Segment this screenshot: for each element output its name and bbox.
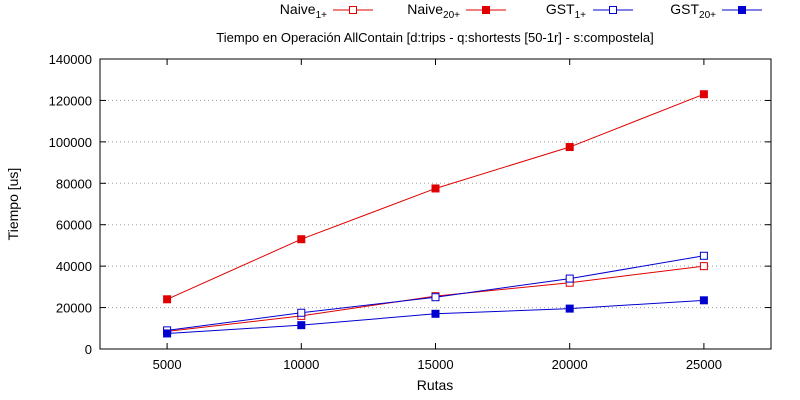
chart-title: Tiempo en Operación AllContain [d:trips …	[216, 30, 653, 45]
legend-series-name: Naive	[280, 1, 316, 17]
axis-ticks: 0 20000 40000 60000 80000 100000 120000 140000 5…	[49, 52, 771, 372]
data-point	[699, 262, 708, 271]
data-point	[699, 251, 708, 260]
legend-label: Naive20+	[407, 1, 460, 21]
y-tick-label: 140000	[49, 52, 92, 67]
legend-entry: GST20+	[670, 1, 762, 21]
data-point	[431, 293, 440, 302]
legend-entry: Naive20+	[407, 1, 506, 21]
data-point	[297, 321, 306, 330]
data-point	[297, 235, 306, 244]
data-point	[163, 329, 172, 338]
x-tick-label: 20000	[552, 357, 588, 372]
data-point	[565, 274, 574, 283]
legend-series-subscript: 1+	[575, 10, 587, 21]
data-point	[565, 143, 574, 152]
data-point	[699, 296, 708, 305]
y-tick-label: 60000	[56, 218, 92, 233]
x-tick-label: 15000	[417, 357, 453, 372]
y-tick-label: 20000	[56, 301, 92, 316]
data-point	[431, 309, 440, 318]
legend: Naive1+ Naive20+ GST1+ GST20+	[280, 1, 762, 21]
y-tick-label: 80000	[56, 176, 92, 191]
y-tick-label: 40000	[56, 259, 92, 274]
y-tick-label: 120000	[49, 93, 92, 108]
data-point	[297, 308, 306, 317]
series-4	[163, 296, 708, 338]
y-axis-title: Tiempo [us]	[5, 168, 21, 241]
x-tick-label: 5000	[153, 357, 182, 372]
legend-series-subscript: 20+	[443, 10, 460, 21]
legend-entry: GST1+	[546, 1, 633, 21]
y-tick-label: 0	[85, 342, 92, 357]
legend-label: GST20+	[670, 1, 716, 21]
data-point	[565, 304, 574, 313]
plot-area-frame	[99, 58, 772, 350]
legend-series-name: GST	[670, 1, 699, 17]
series-group	[163, 90, 708, 338]
legend-label: Naive1+	[280, 1, 327, 21]
data-point	[699, 90, 708, 99]
series-line	[166, 93, 705, 300]
legend-series-subscript: 20+	[699, 10, 716, 21]
grid-lines	[100, 99, 771, 309]
data-point	[163, 295, 172, 304]
y-tick-label: 100000	[49, 135, 92, 150]
series-2	[163, 90, 708, 304]
data-point	[431, 184, 440, 193]
x-axis-title: Rutas	[417, 377, 454, 393]
legend-marker	[349, 6, 357, 14]
legend-label: GST1+	[546, 1, 586, 21]
legend-marker	[738, 6, 746, 14]
legend-series-subscript: 1+	[316, 10, 328, 21]
legend-series-name: Naive	[407, 1, 443, 17]
legend-entry: Naive1+	[280, 1, 373, 21]
legend-series-name: GST	[546, 1, 575, 17]
x-tick-label: 10000	[283, 357, 319, 372]
legend-marker	[482, 6, 490, 14]
legend-marker	[609, 6, 617, 14]
x-tick-label: 25000	[686, 357, 722, 372]
